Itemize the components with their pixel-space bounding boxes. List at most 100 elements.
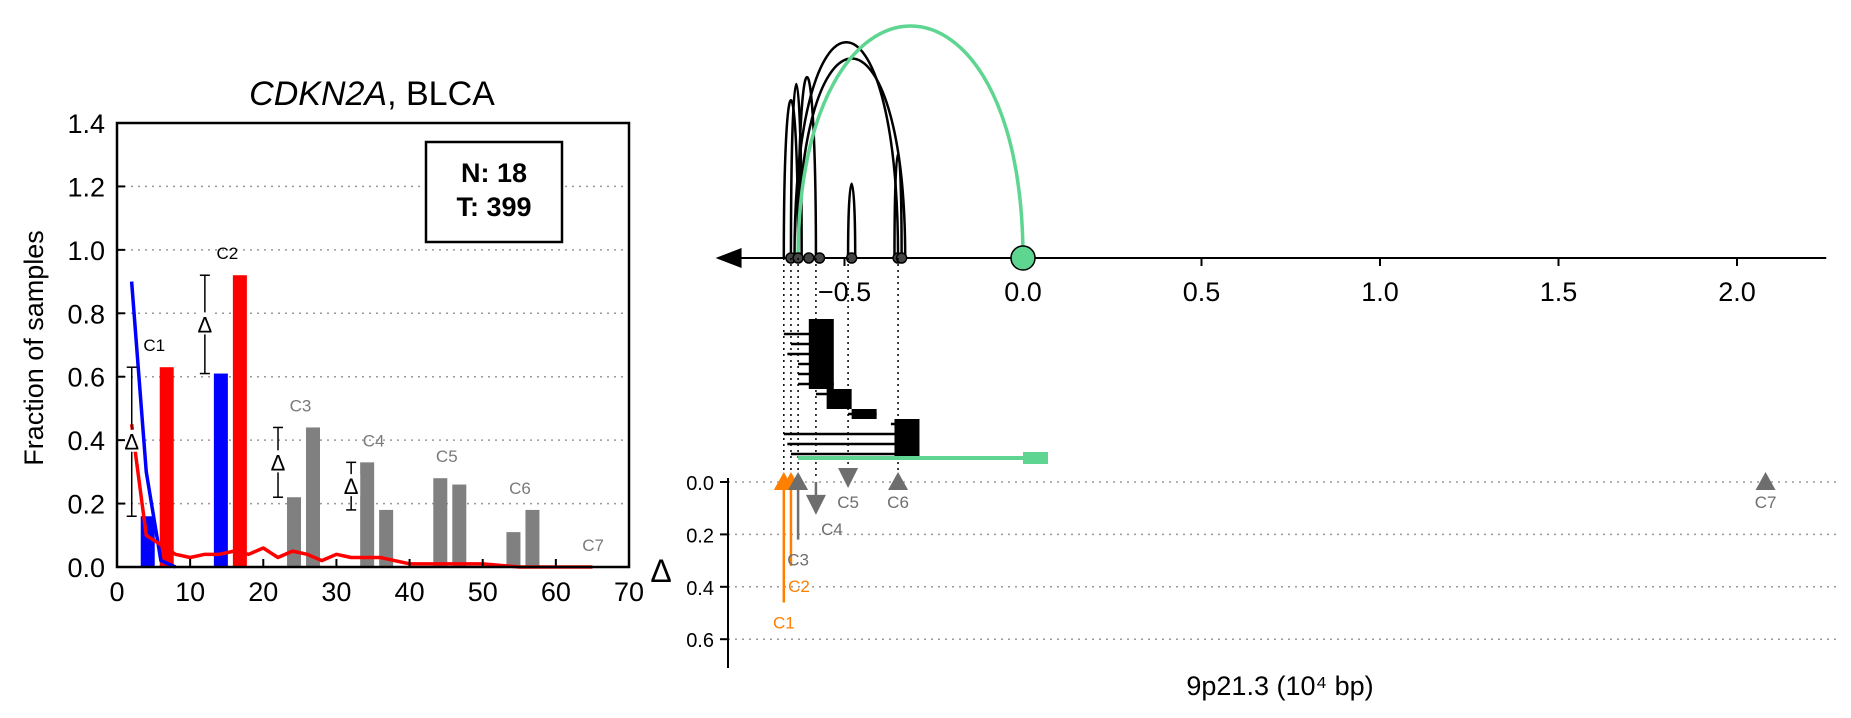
delta-marker-label-C7: C7 bbox=[1755, 493, 1777, 512]
normal-count: N: 18 bbox=[461, 158, 527, 188]
normal-bar-C2 bbox=[213, 373, 228, 567]
right-x-tick-label: 0.5 bbox=[1183, 277, 1221, 307]
transcript-exon bbox=[894, 419, 920, 429]
right-x-tick-label: 2.0 bbox=[1718, 277, 1756, 307]
cluster-label-C4: C4 bbox=[363, 431, 385, 450]
left-bar-chart: CDKN2A, BLCA Fraction of samples C1 Δ C2 Δ C… bbox=[19, 75, 644, 607]
highlight-transcript-exon bbox=[1023, 452, 1048, 464]
delta-symbol-bg bbox=[122, 429, 141, 452]
cluster-label-C2: C2 bbox=[217, 244, 239, 263]
left-x-tick-label: 20 bbox=[248, 577, 278, 607]
tumor-bar-C4 bbox=[379, 509, 394, 567]
left-x-tick-label: 50 bbox=[468, 577, 498, 607]
normal-bar-C1 bbox=[140, 516, 155, 567]
count-legend-box: N: 18 T: 399 bbox=[424, 140, 564, 244]
delta-symbol-C4: Δ bbox=[344, 474, 359, 499]
left-x-tick-label: 10 bbox=[175, 577, 205, 607]
tumor-bar-C2 bbox=[232, 275, 247, 567]
junction-arcs bbox=[782, 24, 1025, 259]
delta-marker-label-C2: C2 bbox=[788, 577, 810, 596]
delta-symbol-C3: Δ bbox=[271, 450, 286, 475]
tumor-bar-C5 bbox=[452, 484, 467, 567]
cluster-label-C6: C6 bbox=[509, 479, 531, 498]
transcript-exon bbox=[808, 329, 834, 339]
red-series-line bbox=[129, 424, 593, 569]
delta-up-triangle-C6 bbox=[888, 472, 909, 490]
delta-y-tick-label: 0.4 bbox=[686, 578, 714, 600]
left-y-tick-label: 1.4 bbox=[67, 109, 105, 139]
transcript-exon bbox=[894, 439, 920, 449]
transcript-exon bbox=[808, 319, 834, 329]
junction-arc bbox=[793, 41, 900, 259]
transcript-models bbox=[783, 319, 1048, 464]
cluster-label-C7: C7 bbox=[582, 536, 604, 555]
splice-site-guides bbox=[783, 258, 899, 480]
transcript-exon bbox=[826, 399, 852, 409]
splice-site-dot bbox=[803, 252, 815, 264]
cluster-label-C1: C1 bbox=[143, 336, 165, 355]
delta-y-tick-label: 0.2 bbox=[686, 525, 714, 547]
left-y-tick-label: 0.0 bbox=[67, 553, 105, 583]
highlight-junction-arc bbox=[796, 24, 1025, 259]
normal-bar-C3 bbox=[287, 497, 302, 567]
left-x-ticks: 0 10 20 30 40 50 60 70 bbox=[109, 559, 644, 607]
right-x-axis-label: 9p21.3 (10⁴ bp) bbox=[1186, 671, 1373, 701]
delta-symbol-C1: Δ bbox=[124, 430, 139, 455]
splice-site-dot bbox=[895, 252, 908, 264]
right-x-tick-label: 0.0 bbox=[1004, 277, 1042, 307]
left-y-tick-label: 1.0 bbox=[67, 236, 105, 266]
right-splice-chart: −0.5 0.0 0.5 1.0 1.5 2.0 0.00.20.40.6 C1C2C3C… bbox=[650, 24, 1838, 701]
left-y-tick-label: 1.2 bbox=[67, 172, 105, 202]
junction-arc bbox=[893, 152, 903, 259]
left-annotations: C1 Δ C2 Δ C3 Δ C4 Δ C5 C6 C7 bbox=[122, 244, 604, 555]
transcript-exon bbox=[808, 379, 834, 389]
splice-site-dot bbox=[845, 252, 858, 264]
left-y-axis-label: Fraction of samples bbox=[19, 230, 49, 466]
delta-symbol-C2: Δ bbox=[198, 312, 213, 337]
transcript-exon bbox=[808, 359, 834, 369]
delta-symbol-bg bbox=[195, 312, 214, 335]
transcript-exon bbox=[894, 429, 920, 439]
delta-marker-label-C1: C1 bbox=[773, 614, 795, 633]
left-x-tick-label: 40 bbox=[395, 577, 425, 607]
delta-down-triangle-C5 bbox=[838, 468, 859, 488]
delta-marker-label-C6: C6 bbox=[887, 493, 909, 512]
delta-y-tick-label: 0.0 bbox=[686, 473, 714, 495]
right-x-tick-label: 1.5 bbox=[1540, 277, 1578, 307]
transcript-exon bbox=[826, 389, 852, 399]
left-x-tick-label: 0 bbox=[109, 577, 124, 607]
highlight-splice-site bbox=[1010, 245, 1036, 271]
right-x-tick-label: −0.5 bbox=[818, 277, 871, 307]
delta-marker-label-C4: C4 bbox=[821, 520, 843, 539]
left-x-tick-label: 30 bbox=[321, 577, 351, 607]
left-y-tick-label: 0.6 bbox=[67, 363, 105, 393]
delta-y-axis-label: Δ bbox=[650, 553, 671, 589]
transcript-exon bbox=[851, 409, 877, 419]
tumor-bar-C1 bbox=[159, 367, 174, 567]
left-bars bbox=[140, 275, 540, 567]
left-y-tick-label: 0.4 bbox=[67, 426, 105, 456]
delta-markers: C1 C2 C3 C4 C5 C6 C7 bbox=[773, 468, 1776, 633]
tumor-count: T: 399 bbox=[456, 192, 531, 222]
delta-marker-label-C3: C3 bbox=[787, 551, 809, 570]
delta-marker-label-C5: C5 bbox=[837, 493, 859, 512]
delta-symbol-bg bbox=[342, 474, 361, 497]
left-x-tick-label: 60 bbox=[541, 577, 571, 607]
junction-arc bbox=[846, 182, 857, 259]
delta-up-triangle-C7 bbox=[1755, 472, 1776, 490]
title-suffix: , BLCA bbox=[387, 75, 495, 113]
delta-up-triangle-C3 bbox=[788, 472, 809, 490]
genomic-axis: −0.5 0.0 0.5 1.0 1.5 2.0 bbox=[715, 245, 1827, 307]
transcript-exon bbox=[894, 449, 920, 459]
delta-down-triangle-C4 bbox=[805, 494, 826, 515]
left-x-tick-label: 70 bbox=[614, 577, 644, 607]
blue-series-line bbox=[129, 281, 177, 569]
axis-direction-arrow bbox=[715, 248, 742, 268]
left-chart-title: CDKN2A, BLCA bbox=[249, 75, 495, 113]
normal-bar-C5 bbox=[433, 478, 448, 567]
normal-bar-C4 bbox=[360, 462, 375, 567]
tumor-bar-C3 bbox=[306, 427, 321, 567]
delta-symbol-bg bbox=[269, 450, 288, 473]
left-y-tick-label: 0.2 bbox=[67, 490, 105, 520]
transcript-exon bbox=[808, 349, 834, 359]
